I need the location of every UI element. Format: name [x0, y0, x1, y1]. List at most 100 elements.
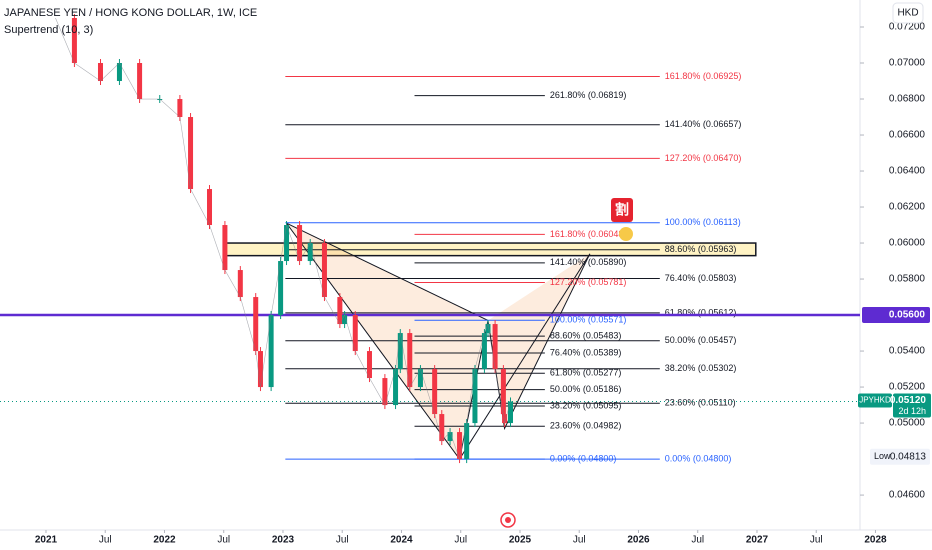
fib-label: 23.60% (0.04982): [550, 421, 622, 431]
fib-label: 141.40% (0.05890): [550, 257, 627, 267]
candle: [116, 63, 122, 82]
y-tick-label: 0.05400: [889, 346, 926, 357]
candle: [222, 225, 228, 271]
fib-label: 50.00% (0.05457): [665, 335, 737, 345]
candle: [157, 99, 163, 101]
y-tick-label: 0.07200: [889, 22, 926, 33]
candle: [337, 297, 343, 325]
low-tag: [870, 448, 930, 465]
y-tick-label: 0.06000: [889, 238, 926, 249]
fib-label: 88.60% (0.05963): [665, 244, 737, 254]
candle: [485, 324, 491, 334]
candle: [237, 270, 243, 298]
fib-label: 161.80% (0.06048): [550, 229, 627, 239]
symbol-label: JPYHKD: [859, 396, 891, 405]
symbol-tag: [858, 393, 892, 408]
y-tick-label: 0.04600: [889, 490, 926, 501]
fib-label: 0.00% (0.04800): [550, 453, 617, 463]
y-tick-label: 0.06800: [889, 94, 926, 105]
x-tick-label: Jul: [454, 535, 467, 546]
candle: [97, 63, 103, 82]
fib-label: 88.60% (0.05483): [550, 330, 622, 340]
fib-label: 76.40% (0.05803): [665, 273, 737, 283]
x-tick-label: 2027: [746, 535, 769, 546]
fib-label: 61.80% (0.05277): [550, 368, 622, 378]
candle: [464, 423, 470, 460]
x-tick-label: Jul: [336, 535, 349, 546]
candle: [257, 351, 263, 388]
candle: [253, 297, 259, 352]
y-tick-label: 0.07000: [889, 58, 926, 69]
candle: [472, 369, 478, 424]
fib-label: 100.00% (0.05571): [550, 315, 627, 325]
candle: [352, 315, 358, 352]
fib-label: 261.80% (0.06819): [550, 90, 627, 100]
candle: [457, 432, 463, 460]
fib-label: 127.20% (0.06470): [665, 153, 742, 163]
fib-label: 50.00% (0.05186): [550, 384, 622, 394]
candle: [188, 117, 194, 190]
candle: [284, 225, 290, 262]
fib-label: 38.20% (0.05095): [550, 400, 622, 410]
candle: [492, 324, 498, 370]
candle: [397, 333, 403, 370]
fib-label: 161.80% (0.06925): [665, 71, 742, 81]
candle: [502, 414, 508, 424]
candle: [137, 63, 143, 100]
x-tick-label: 2025: [509, 535, 532, 546]
candle: [71, 18, 77, 64]
candle: [268, 315, 274, 388]
candle: [321, 243, 327, 298]
candle: [439, 414, 445, 442]
candle: [447, 432, 453, 442]
candle: [297, 225, 303, 262]
x-tick-label: 2022: [153, 535, 176, 546]
pattern-xb: [286, 222, 489, 321]
y-tick-label: 0.06600: [889, 130, 926, 141]
x-tick-label: Jul: [691, 535, 704, 546]
event-icon-dot: [505, 517, 511, 523]
x-tick-label: Jul: [810, 535, 823, 546]
pattern-ad: [459, 253, 591, 460]
y-tick-label: 0.05800: [889, 274, 926, 285]
last-tag: [893, 393, 931, 418]
x-tick-label: Jul: [99, 535, 112, 546]
badge: 割: [615, 202, 629, 218]
candle: [417, 369, 423, 388]
event-icon[interactable]: [500, 512, 516, 528]
chart-title: JAPANESE YEN / HONG KONG DOLLAR, 1W, ICE: [4, 7, 257, 19]
candle: [432, 369, 438, 415]
indicator-label: Supertrend (10, 3): [4, 24, 93, 36]
x-tick-label: 2024: [390, 535, 413, 546]
y-tick-label: 0.05200: [889, 382, 926, 393]
candle: [500, 369, 506, 415]
low-label: 0.04813: [890, 451, 927, 462]
candle: [481, 333, 487, 370]
y-tick-label: 0.05000: [889, 418, 926, 429]
candle: [307, 243, 313, 262]
fib-label: 76.40% (0.05389): [550, 347, 622, 357]
fib-label: 61.80% (0.05612): [665, 307, 737, 317]
fib-label: 127.20% (0.05781): [550, 277, 627, 287]
y-tick-label: 0.06200: [889, 202, 926, 213]
currency[interactable]: HKD: [897, 8, 918, 19]
fib-label: 141.40% (0.06657): [665, 119, 742, 129]
fib-label: 23.60% (0.05110): [665, 398, 736, 408]
plot: 0.07200 0.07000 0.06800 0.06600 0.06400 0.062…: [0, 14, 925, 546]
candle: [366, 351, 372, 379]
currency-button[interactable]: [892, 2, 924, 24]
badge-box: [611, 198, 633, 222]
x-tick-label: 2023: [272, 535, 295, 546]
x-tick-label: Jul: [217, 535, 230, 546]
candle: [342, 315, 348, 325]
fib-label: 100.00% (0.06113): [665, 217, 741, 227]
hand-icon: [619, 227, 633, 241]
candle: [278, 261, 284, 316]
fib-label: 0.00% (0.04800): [665, 453, 732, 463]
price-line: [55, 17, 511, 461]
countdown: 2d 12h: [898, 406, 926, 416]
low-text: Low: [874, 451, 891, 461]
last-price-label: 0.05120: [890, 395, 927, 406]
x-tick-label: 2021: [35, 535, 58, 546]
